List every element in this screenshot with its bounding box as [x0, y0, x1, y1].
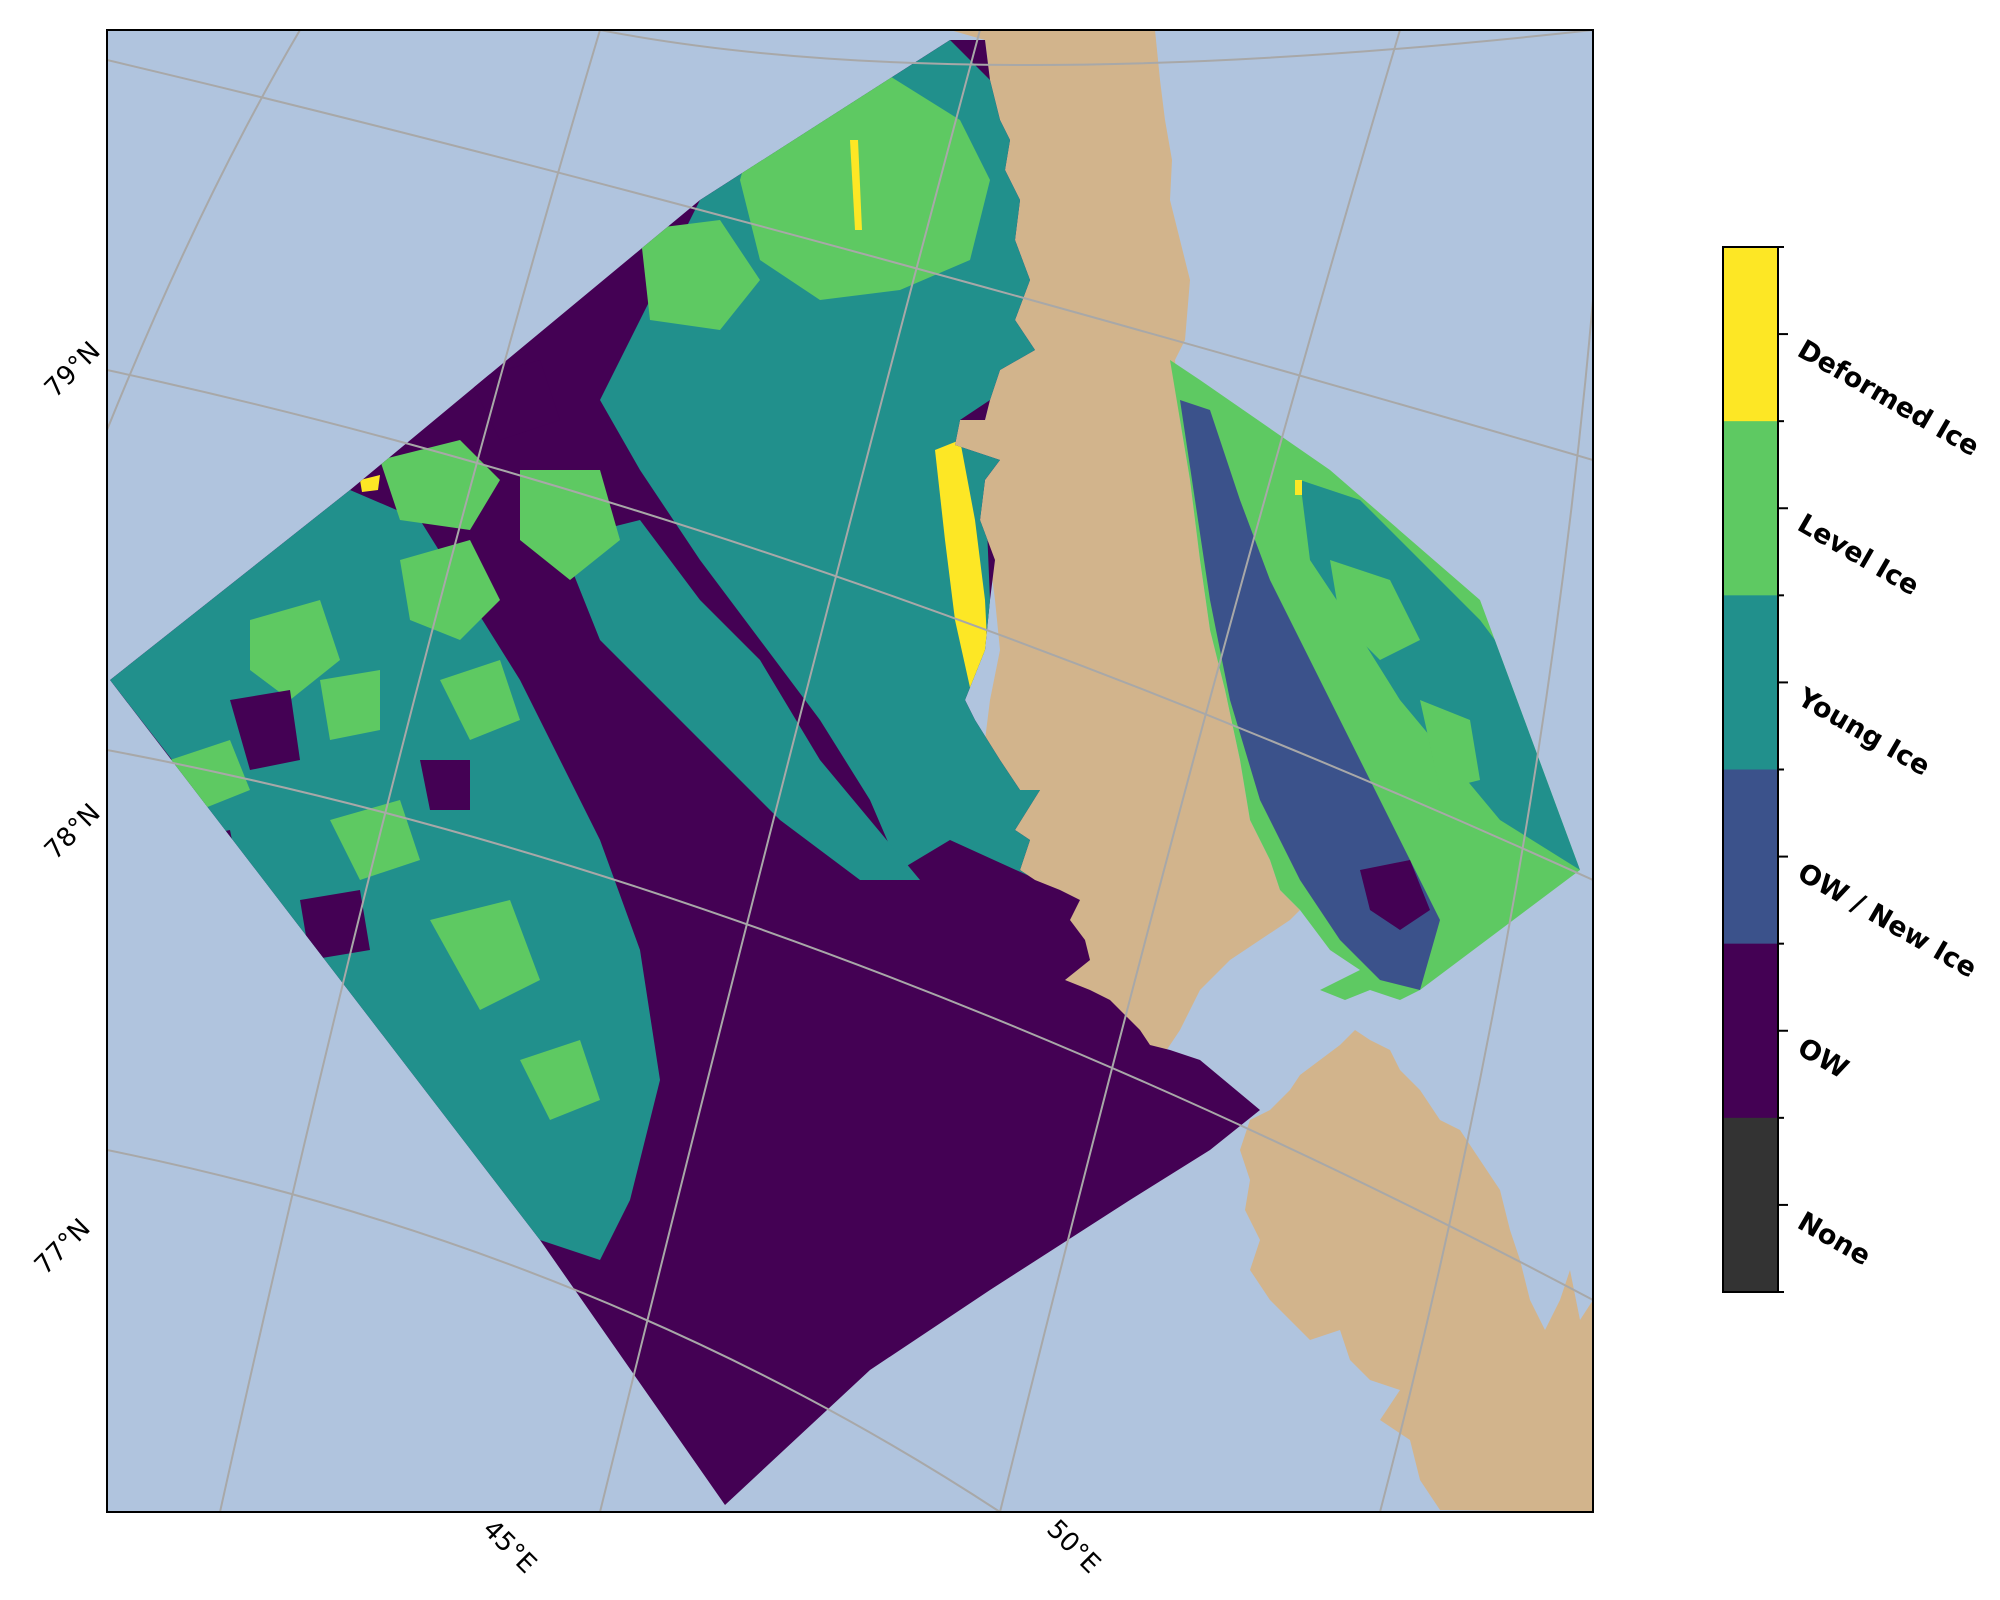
- colorbar: [1722, 246, 1788, 1293]
- colorbar-swatch-ow: [1723, 943, 1778, 1119]
- colorbar-swatch-deformed-ice: [1723, 247, 1778, 422]
- map-frame: [106, 29, 1594, 1513]
- colorbar-swatch-ow-new-ice: [1723, 769, 1778, 945]
- land-mass: [950, 30, 1593, 1512]
- colorbar-swatch-level-ice: [1723, 421, 1778, 596]
- colorbar-swatch-young-ice: [1723, 595, 1778, 770]
- colorbar-swatch-none: [1723, 1117, 1778, 1293]
- graticule: [107, 30, 1593, 1512]
